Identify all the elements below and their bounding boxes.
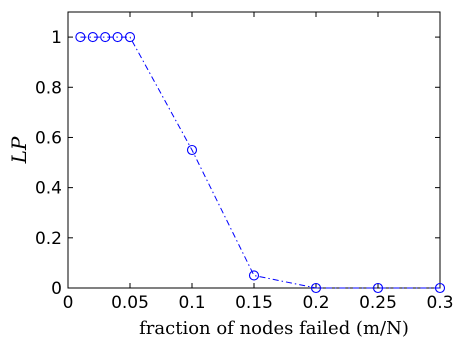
- y-tick-label: 0.4: [35, 179, 62, 199]
- y-axis-label: LP: [7, 136, 31, 164]
- data-point: [100, 32, 111, 43]
- y-tick-label: 1: [51, 28, 62, 48]
- data-point: [87, 32, 98, 43]
- data-point: [75, 32, 86, 43]
- x-tick-label: 0: [63, 293, 74, 313]
- x-tick-label: 0.3: [426, 293, 453, 313]
- y-tick-label: 0.6: [35, 128, 62, 148]
- y-tick-label: 0: [51, 279, 62, 299]
- x-axis: 0 0.05 0.1 0.15 0.2 0.25 0.3: [63, 12, 454, 313]
- series-group: [75, 32, 446, 294]
- data-point: [112, 32, 123, 43]
- data-point: [248, 270, 260, 281]
- series-line: [80, 36, 440, 289]
- x-tick-label: 0.05: [111, 293, 149, 313]
- data-point: [372, 282, 384, 294]
- data-point: [124, 32, 136, 43]
- data-point: [186, 144, 198, 156]
- y-tick-label: 0.2: [35, 229, 62, 249]
- y-axis: 0 0.2 0.4 0.6 0.8 1: [35, 28, 440, 299]
- x-tick-label: 0.2: [302, 293, 329, 313]
- x-axis-label: fraction of nodes failed (m/N): [139, 318, 409, 339]
- plot-area: [67, 11, 441, 289]
- x-tick-label: 0.25: [359, 293, 397, 313]
- data-point: [310, 282, 322, 294]
- y-tick-label: 0.8: [35, 78, 62, 98]
- x-tick-label: 0.1: [178, 293, 205, 313]
- x-tick-label: 0.15: [235, 293, 273, 313]
- data-point: [434, 282, 446, 294]
